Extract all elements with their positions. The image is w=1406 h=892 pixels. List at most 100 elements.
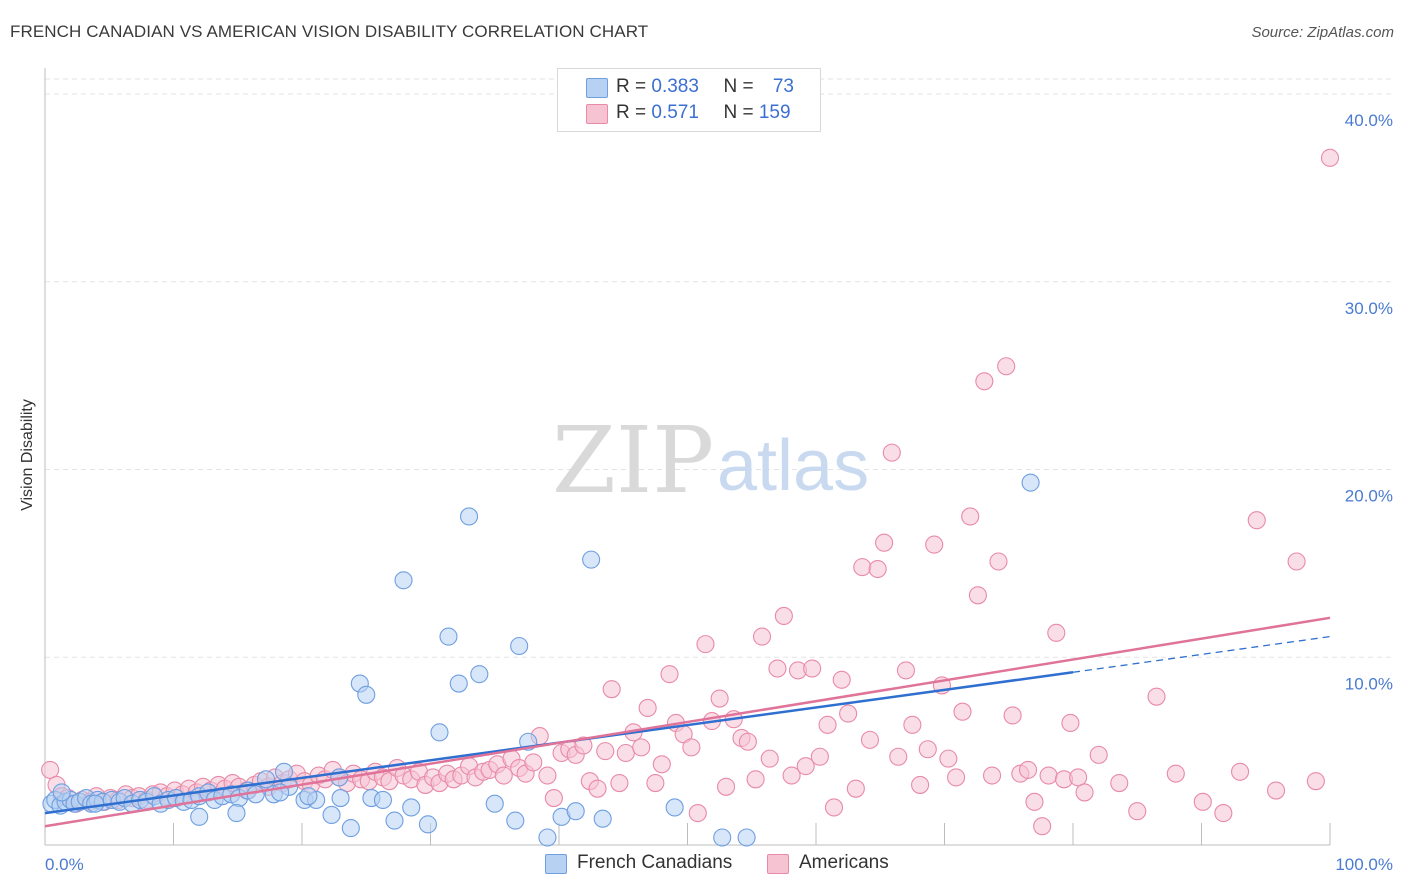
american-point: [738, 732, 757, 751]
correlation-legend: R = 0.383 N = 73 R = 0.571 N = 159: [557, 68, 821, 132]
american-point: [596, 742, 615, 761]
american-point: [961, 507, 980, 526]
american-point: [494, 766, 513, 785]
french-canadian-point: [52, 783, 71, 802]
y-tick-label: 40.0%: [1345, 111, 1393, 130]
y-tick-label: 30.0%: [1345, 299, 1393, 318]
american-point: [1033, 817, 1052, 836]
american-point: [832, 670, 851, 689]
american-point: [1039, 766, 1058, 785]
american-point: [652, 755, 671, 774]
swatch-french-canadians: [545, 854, 567, 874]
french-canadian-point: [582, 550, 601, 569]
french-canadian-point: [506, 811, 525, 830]
french-canadian-point: [394, 571, 413, 590]
french-canadian-point: [322, 805, 341, 825]
french-canadian-point: [485, 794, 504, 813]
legend-r-label: R =: [616, 102, 652, 123]
american-point: [818, 715, 837, 734]
french-canadian-point: [246, 785, 265, 804]
watermark-atlas: atlas: [717, 426, 869, 506]
american-point: [868, 559, 887, 579]
american-point: [602, 680, 621, 699]
legend-label-french-canadians: French Canadians: [577, 852, 733, 873]
french-canadian-point: [510, 636, 529, 656]
american-point: [610, 773, 629, 793]
american-point: [782, 766, 801, 785]
french-canadian-point: [274, 762, 294, 781]
american-point: [544, 789, 563, 808]
legend-label-americans: Americans: [799, 852, 889, 873]
american-point: [1306, 772, 1325, 791]
american-point: [968, 586, 987, 605]
american-point: [1247, 511, 1266, 530]
american-point: [860, 730, 880, 749]
watermark: ZIP atlas: [552, 407, 869, 514]
french-canadian-point: [86, 794, 105, 813]
american-point: [839, 704, 858, 723]
american-point: [911, 775, 930, 794]
watermark-zip: ZIP: [552, 407, 714, 514]
american-point: [1003, 706, 1022, 725]
american-point: [796, 757, 815, 776]
french-canadian-point: [357, 685, 376, 704]
french-canadian-point: [385, 811, 404, 830]
american-point: [824, 798, 844, 817]
american-point: [524, 753, 543, 772]
american-point: [646, 773, 665, 793]
french-canadian-trend-extension: [1072, 635, 1331, 673]
french-canadian-point: [1021, 473, 1040, 492]
american-point: [688, 804, 707, 823]
american-point: [710, 689, 729, 708]
american-point: [716, 777, 736, 796]
french-canadian-point: [538, 828, 557, 847]
chart-title: FRENCH CANADIAN VS AMERICAN VISION DISAB…: [10, 22, 649, 41]
american-point: [953, 702, 972, 721]
american-point: [746, 770, 765, 789]
french-canadian-point: [402, 798, 421, 817]
american-point: [696, 635, 715, 654]
y-tick-label: 20.0%: [1345, 487, 1393, 506]
american-point: [803, 659, 822, 678]
american-point: [660, 665, 679, 684]
american-point: [997, 357, 1016, 376]
french-canadian-point: [566, 802, 585, 821]
american-point: [810, 747, 829, 766]
american-point: [1231, 762, 1250, 781]
american-point: [1061, 713, 1080, 733]
american-point: [853, 558, 872, 577]
american-point: [632, 738, 651, 757]
french-canadian-point: [439, 627, 458, 646]
x-tick-label: 0.0%: [45, 855, 84, 874]
french-canadian-point: [331, 789, 350, 808]
american-point: [774, 606, 793, 626]
american-point: [760, 749, 779, 768]
american-point: [1069, 768, 1088, 787]
legend-r-label: R =: [616, 76, 652, 97]
french-canadian-point: [299, 787, 318, 806]
legend-r-value: 0.571: [651, 102, 699, 123]
american-point: [1320, 148, 1340, 167]
american-point: [947, 768, 966, 787]
american-point: [875, 533, 894, 552]
american-point: [1089, 745, 1108, 764]
american-point: [1025, 792, 1044, 811]
legend-n-value: 159: [758, 102, 791, 123]
series-legend: French Canadians Americans: [0, 852, 1406, 878]
american-point: [1214, 804, 1233, 823]
american-point: [889, 747, 908, 766]
american-point: [638, 698, 657, 717]
y-tick-label: 10.0%: [1345, 674, 1393, 693]
trend-layer: [44, 616, 1331, 828]
swatch-americans: [767, 854, 789, 874]
american-point: [538, 766, 557, 785]
american-point: [1047, 623, 1066, 642]
american-point: [1166, 764, 1185, 783]
french-canadian-point: [373, 790, 393, 809]
legend-swatch-blue: [586, 78, 608, 98]
american-point: [1287, 552, 1306, 571]
american-point: [846, 779, 865, 798]
legend-swatch-pink: [586, 104, 608, 124]
french-canadian-point: [227, 804, 246, 823]
